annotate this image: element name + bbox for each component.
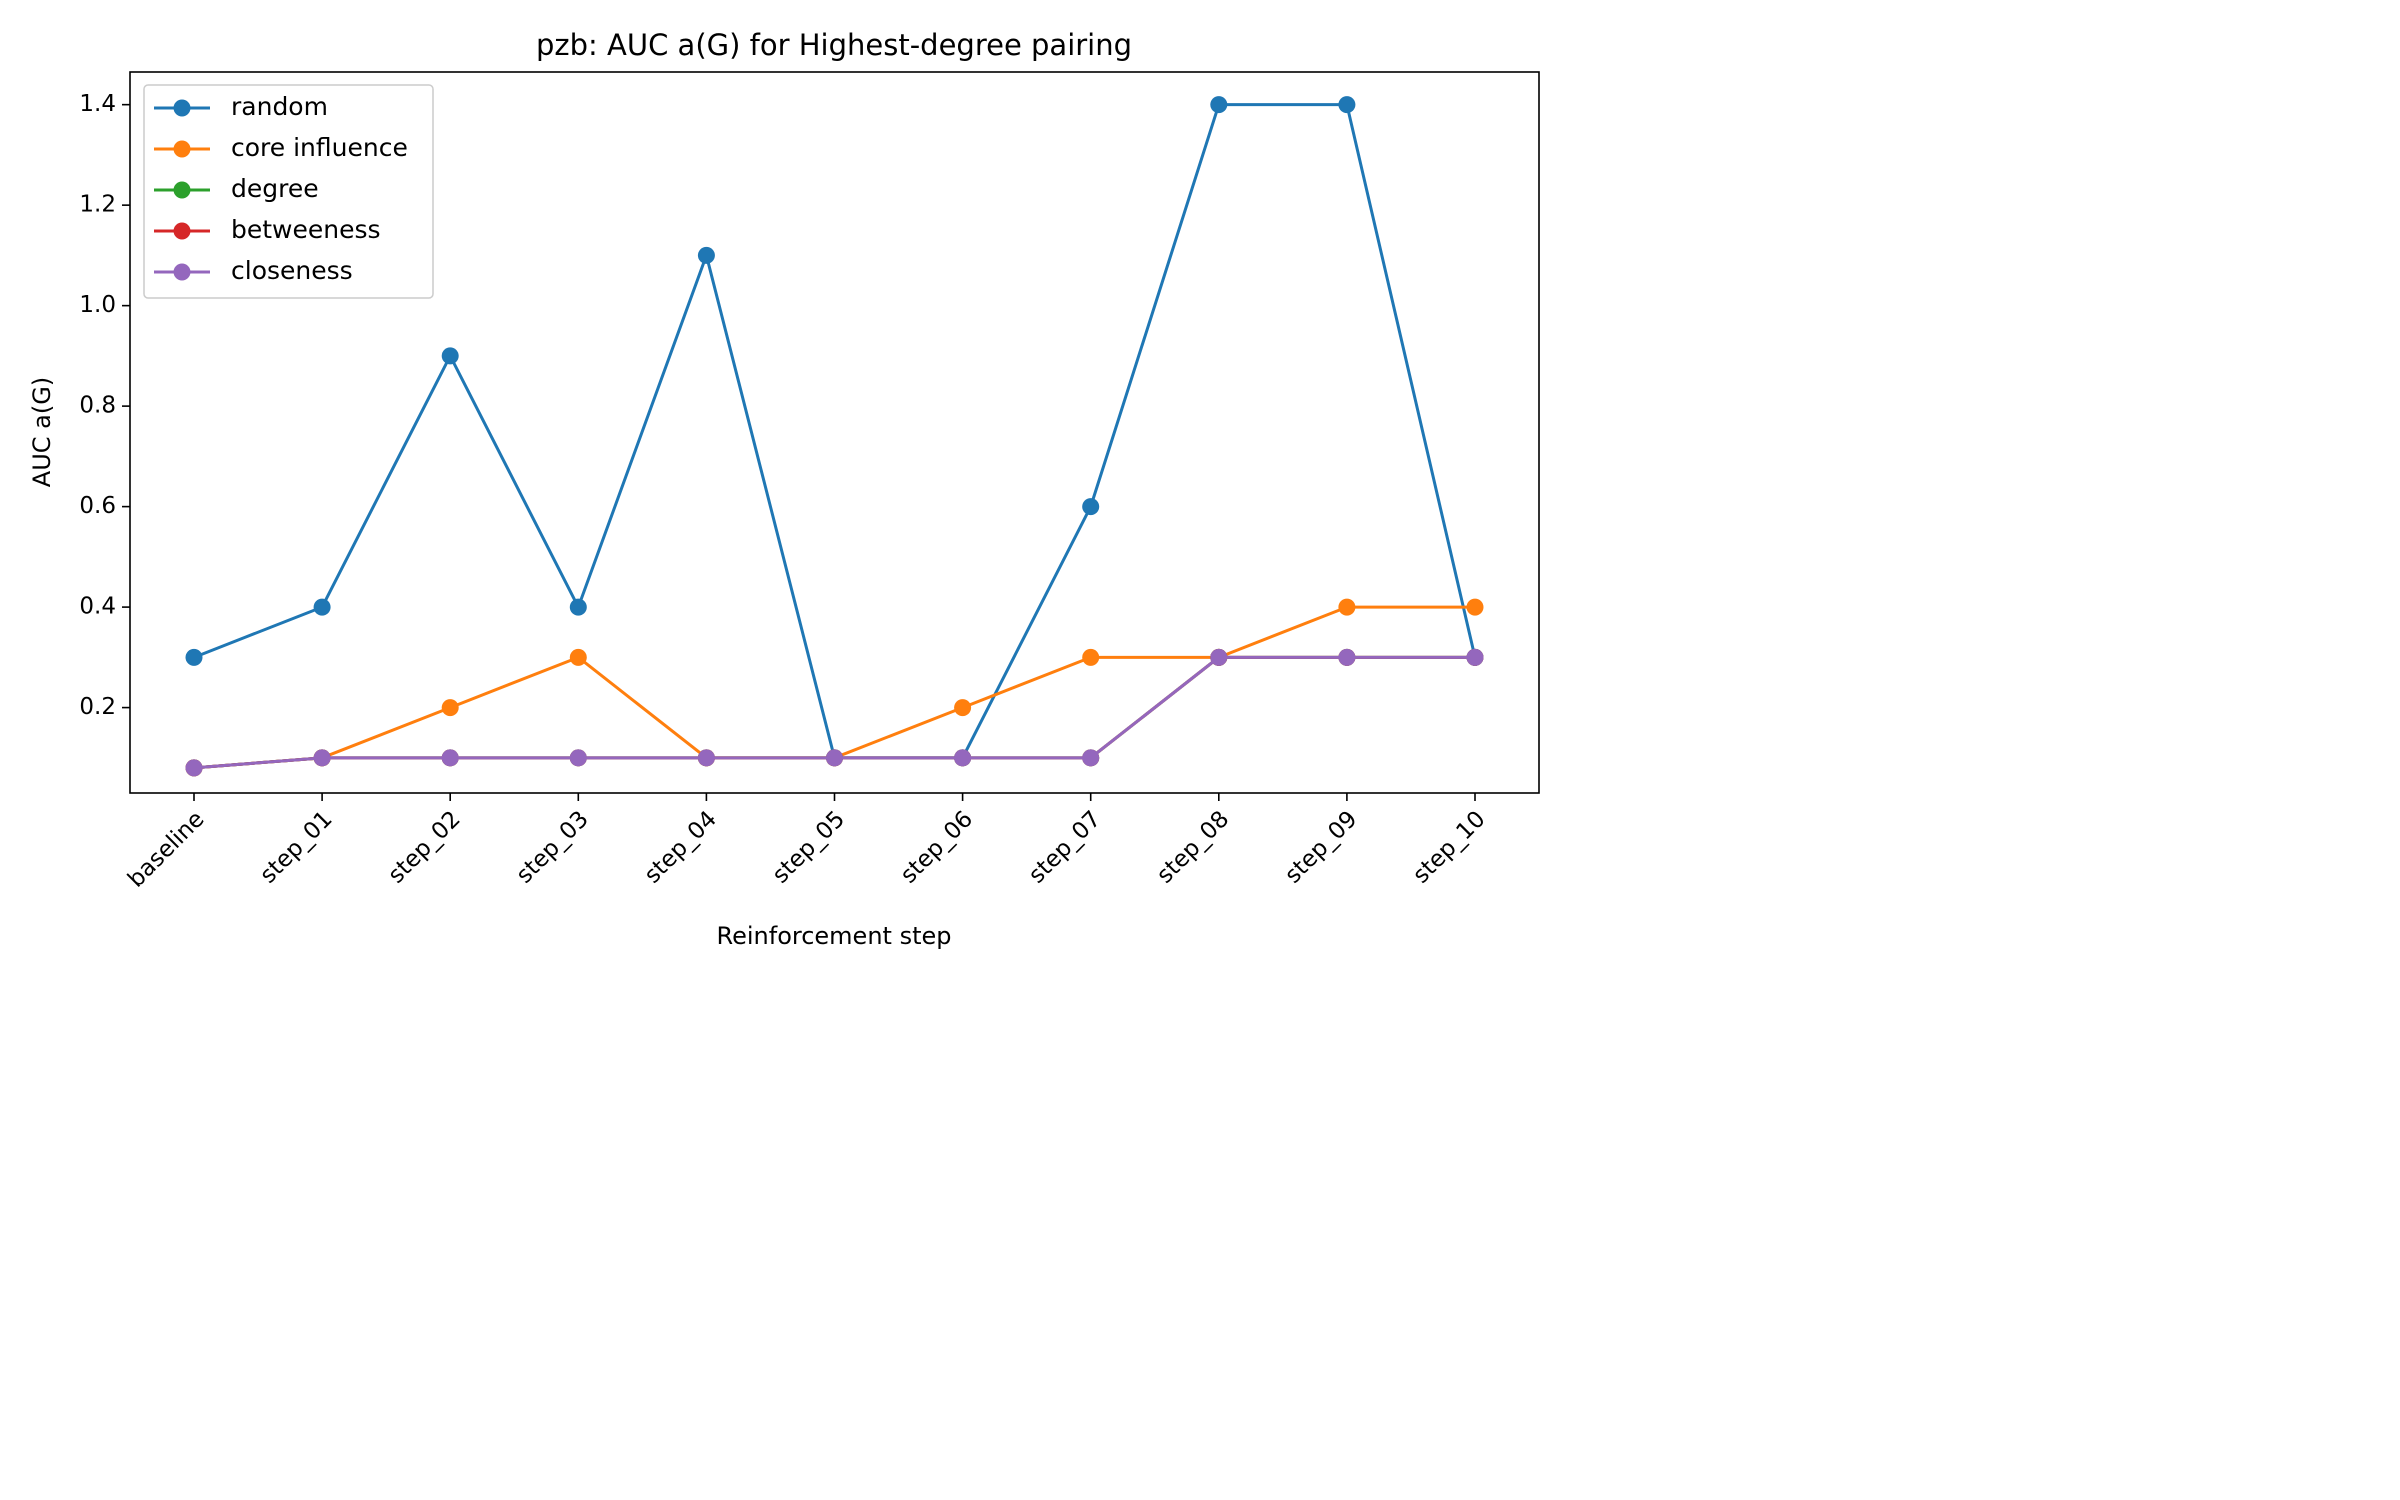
data-point <box>185 759 203 777</box>
y-tick-label: 0.6 <box>79 493 116 519</box>
x-tick-label: step_06 <box>896 806 978 888</box>
x-tick-label: step_04 <box>640 806 722 888</box>
data-point <box>313 749 331 767</box>
legend-item: betweeness <box>154 215 381 244</box>
chart-title: pzb: AUC a(G) for Highest-degree pairing <box>536 28 1132 62</box>
line-chart: pzb: AUC a(G) for Highest-degree pairing… <box>28 28 1540 950</box>
x-tick-label: step_03 <box>511 806 593 888</box>
legend-item: random <box>154 92 328 121</box>
legend-label: core influence <box>231 133 408 162</box>
legend-marker <box>173 263 191 281</box>
legend-item: closeness <box>154 256 353 285</box>
data-point <box>954 749 972 767</box>
data-point <box>1466 598 1484 616</box>
legend-marker <box>173 222 191 240</box>
data-point <box>1338 648 1356 666</box>
x-tick-label: step_09 <box>1280 806 1362 888</box>
data-point <box>569 749 587 767</box>
data-point <box>697 749 715 767</box>
legend-marker <box>173 181 191 199</box>
x-tick-label: step_07 <box>1024 806 1106 888</box>
data-point <box>1082 749 1100 767</box>
data-point <box>1082 648 1100 666</box>
legend-item: core influence <box>154 133 408 162</box>
data-point <box>954 699 972 717</box>
data-point <box>1338 96 1356 114</box>
data-point <box>1338 598 1356 616</box>
legend-label: degree <box>231 174 319 203</box>
y-tick-label: 0.8 <box>79 393 116 419</box>
data-point <box>697 246 715 264</box>
legend-item: degree <box>154 174 319 203</box>
legend-box <box>143 84 434 299</box>
data-point <box>826 749 843 767</box>
legend-label: random <box>231 92 328 121</box>
data-point <box>1210 648 1228 666</box>
data-point <box>569 648 587 666</box>
y-tick-label: 0.2 <box>79 694 116 720</box>
x-tick-label: baseline <box>123 806 210 893</box>
data-point <box>313 598 331 616</box>
x-tick-label: step_05 <box>768 806 850 888</box>
y-tick-label: 1.2 <box>79 192 116 218</box>
data-point <box>185 648 203 666</box>
y-tick-label: 0.4 <box>79 594 116 620</box>
x-axis-label: Reinforcement step <box>717 922 952 950</box>
series-closeness <box>185 648 1484 777</box>
data-point <box>1466 648 1484 666</box>
y-tick-label: 1.0 <box>79 292 116 318</box>
x-tick-label: step_10 <box>1408 806 1490 888</box>
data-point <box>1082 498 1100 516</box>
legend-label: betweeness <box>231 215 381 244</box>
data-point <box>569 598 587 616</box>
plot-area <box>185 96 1484 777</box>
x-tick-label: step_08 <box>1152 806 1234 888</box>
y-axis: 0.2 0.4 0.6 0.8 1.0 1.2 1.4 <box>79 91 130 720</box>
legend: random core influence degree betweeness clos… <box>143 84 434 299</box>
data-point <box>441 347 459 365</box>
legend-marker <box>173 99 191 117</box>
data-point <box>441 699 459 717</box>
legend-marker <box>173 140 191 158</box>
x-tick-label: step_02 <box>383 806 465 888</box>
y-tick-label: 1.4 <box>79 91 116 117</box>
series-line <box>193 605 1475 770</box>
x-axis: baseline step_01 step_02 step_03 step_04 step… <box>123 793 1491 893</box>
x-tick-label: step_01 <box>255 806 337 888</box>
data-point <box>1210 96 1228 114</box>
y-axis-label: AUC a(G) <box>28 377 56 487</box>
data-point <box>441 749 459 767</box>
legend-label: closeness <box>231 256 353 285</box>
